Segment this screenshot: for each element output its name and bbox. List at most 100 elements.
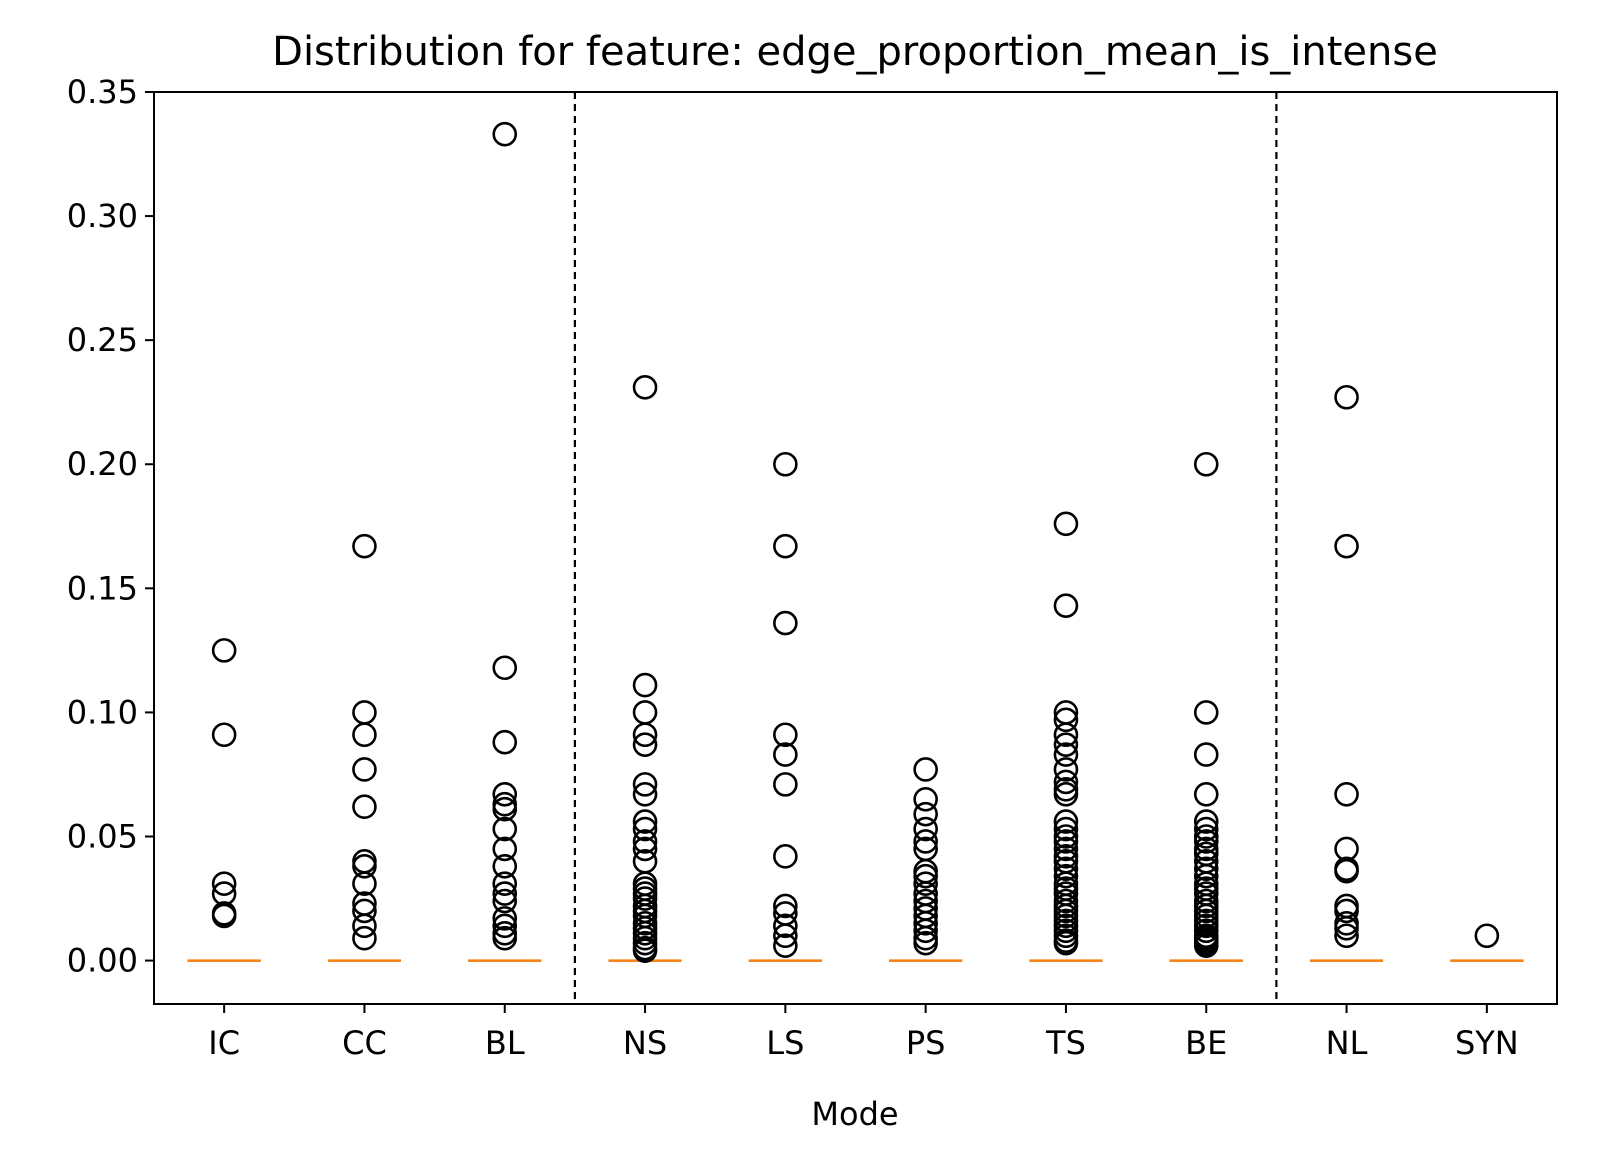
box-bl xyxy=(468,121,542,962)
outlier-point xyxy=(352,925,377,951)
outlier-point xyxy=(632,772,658,797)
x-tick-label: CC xyxy=(342,1024,387,1062)
outlier-point xyxy=(632,938,658,963)
outlier-point xyxy=(211,722,237,748)
outlier-point xyxy=(773,722,798,748)
x-tick-label: SYN xyxy=(1455,1024,1519,1062)
outlier-point xyxy=(913,757,938,782)
outlier-point xyxy=(1334,916,1359,941)
outlier-point xyxy=(1053,722,1079,748)
outlier-point xyxy=(492,906,518,931)
outlier-point xyxy=(632,732,658,757)
outlier-point xyxy=(492,121,518,147)
outlier-point xyxy=(913,918,938,944)
outlier-point xyxy=(1053,863,1079,889)
box-ns xyxy=(608,375,682,963)
outlier-point xyxy=(1053,742,1079,767)
outlier-point xyxy=(632,672,658,698)
outlier-point xyxy=(1053,732,1079,757)
y-tick-label: 0.05 xyxy=(67,817,138,855)
outlier-point xyxy=(773,772,798,797)
box-ps xyxy=(889,757,963,962)
outlier-point xyxy=(1334,858,1359,884)
outlier-point xyxy=(1334,533,1359,559)
outlier-point xyxy=(1474,923,1500,949)
outlier-point xyxy=(352,794,377,820)
outlier-point xyxy=(773,610,798,636)
outlier-point xyxy=(1053,836,1079,862)
outlier-point xyxy=(1334,911,1359,936)
outlier-point xyxy=(632,886,658,911)
x-tick-label: TS xyxy=(1045,1024,1086,1062)
x-tick-label: NS xyxy=(623,1024,667,1062)
outlier-point xyxy=(492,925,518,951)
outlier-point xyxy=(913,863,938,889)
x-tick-label: LS xyxy=(766,1024,804,1062)
outlier-point xyxy=(632,836,658,862)
plot-area xyxy=(187,92,1524,1004)
y-tick-label: 0.10 xyxy=(67,693,138,731)
box-be xyxy=(1169,451,1243,962)
outlier-point xyxy=(1334,782,1359,807)
outlier-point xyxy=(913,858,938,884)
outlier-point xyxy=(632,782,658,807)
outlier-point xyxy=(773,844,798,869)
outlier-point xyxy=(913,871,938,896)
outlier-point xyxy=(492,853,518,879)
outlier-point xyxy=(352,700,377,725)
x-tick-label: IC xyxy=(208,1024,240,1062)
outlier-point xyxy=(211,903,237,929)
outlier-point xyxy=(492,782,518,807)
outlier-point xyxy=(1053,707,1079,733)
outlier-point xyxy=(1053,816,1079,842)
box-ts xyxy=(1029,511,1103,962)
outlier-point xyxy=(1053,809,1079,834)
outlier-point xyxy=(492,913,518,939)
box-ls xyxy=(748,451,822,962)
outlier-point xyxy=(913,801,938,827)
x-axis-label: Mode xyxy=(811,1095,898,1133)
outlier-point xyxy=(1334,898,1359,924)
outlier-point xyxy=(352,898,377,924)
outlier-point xyxy=(1193,829,1219,854)
outlier-point xyxy=(1193,700,1219,725)
outlier-point xyxy=(1193,816,1219,842)
outlier-point xyxy=(1334,923,1359,949)
y-tick-label: 0.25 xyxy=(67,321,138,359)
outlier-point xyxy=(492,888,518,914)
box-syn xyxy=(1450,923,1524,962)
outlier-point xyxy=(352,722,377,748)
outlier-point xyxy=(352,871,377,896)
y-tick-label: 0.20 xyxy=(67,445,138,483)
outlier-point xyxy=(211,638,237,663)
outlier-point xyxy=(1193,933,1219,958)
outlier-point xyxy=(773,893,798,919)
outlier-point xyxy=(1193,782,1219,807)
x-tick-label: BL xyxy=(485,1024,525,1062)
box-ic xyxy=(187,638,261,962)
outlier-point xyxy=(1334,384,1359,410)
outlier-point xyxy=(773,913,798,939)
outlier-point xyxy=(1053,930,1079,956)
outlier-point xyxy=(492,796,518,822)
outlier-point xyxy=(352,913,377,939)
outlier-point xyxy=(492,836,518,862)
outlier-point xyxy=(1053,856,1079,882)
outlier-point xyxy=(1193,856,1219,882)
outlier-point xyxy=(632,700,658,725)
outlier-point xyxy=(1053,593,1079,618)
outlier-point xyxy=(492,871,518,896)
outlier-point xyxy=(1193,863,1219,889)
outlier-point xyxy=(913,829,938,854)
outlier-point xyxy=(773,933,798,958)
x-tick-label: BE xyxy=(1185,1024,1227,1062)
outlier-point xyxy=(632,898,658,924)
outlier-point xyxy=(773,923,798,949)
box-nl xyxy=(1310,384,1384,962)
outlier-point xyxy=(352,853,377,879)
chart-title: Distribution for feature: edge_proportio… xyxy=(272,29,1438,75)
outlier-point xyxy=(211,871,237,896)
outlier-point xyxy=(773,533,798,559)
outlier-point xyxy=(632,375,658,400)
